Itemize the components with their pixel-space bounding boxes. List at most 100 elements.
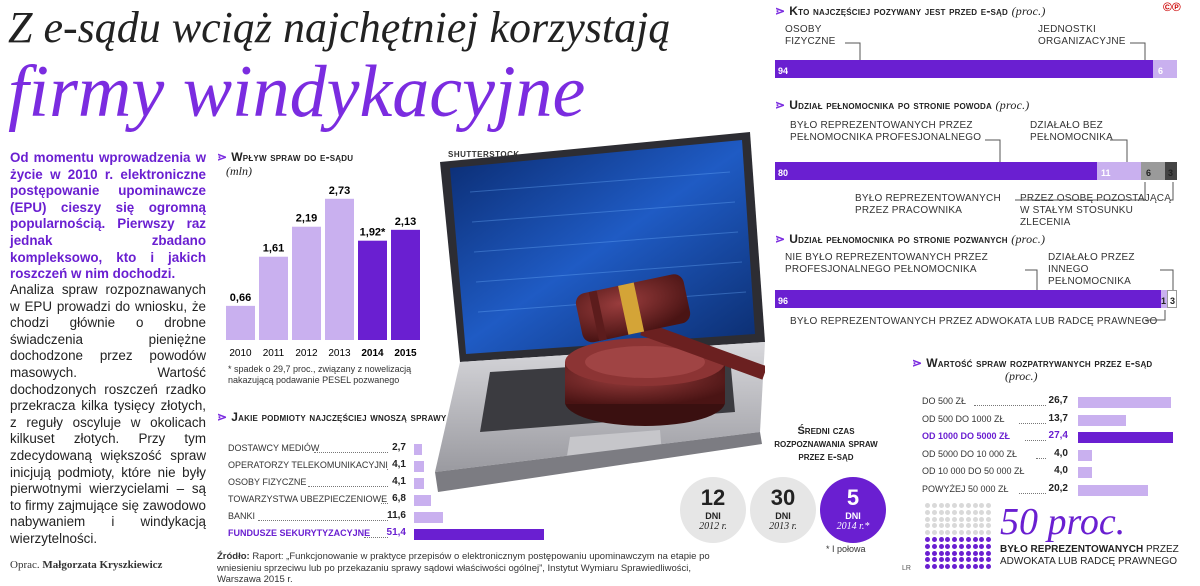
waffle-dot: [945, 550, 951, 556]
leader-dots: [258, 520, 388, 521]
waffle-dot: [952, 509, 958, 515]
leader-dots: [381, 503, 388, 504]
waffle-dot: [965, 543, 971, 549]
waffle-dot: [938, 537, 944, 542]
value-nie-reprezentowani: 96: [778, 296, 789, 306]
leader-dots: [1024, 440, 1046, 441]
bar-2010: [226, 305, 255, 340]
waffle-dot: [945, 557, 951, 563]
waffle-dot: [931, 557, 937, 563]
waffle-dot: [986, 523, 992, 529]
bar-osoby-fizyczne: [775, 60, 1153, 78]
waffle-dot: [986, 557, 992, 563]
duration-footnote: * I połowa: [826, 544, 866, 554]
value-range-value: 4,0: [1054, 447, 1068, 459]
arrow-icon: ⋗: [912, 356, 923, 370]
waffle-dot: [972, 530, 978, 536]
leader-dots: [364, 537, 388, 538]
waffle-dot: [925, 557, 930, 563]
waffle-dot: [959, 503, 964, 508]
duration-unit: DNI: [845, 511, 861, 521]
label-nie-reprezentowani: NIE BYŁO REPREZENTOWANYCH PRZEZ PROFESJO…: [785, 252, 988, 275]
value-label-2015: 2,13: [395, 216, 416, 228]
waffle-dot: [965, 557, 971, 563]
label-pelnomocnik-prof: BYŁO REPREZENTOWANYCH PRZEZ PEŁNOMOCNIKA…: [790, 120, 982, 143]
waffle-dot: [979, 523, 985, 529]
waffle-dot: [959, 550, 964, 556]
waffle-dot: [972, 516, 978, 522]
label-zlecenie: PRZEZ OSOBĘ POZOSTAJĄCĄ W STAŁYM STOSUNK…: [1020, 193, 1172, 228]
waffle-dot: [931, 530, 937, 536]
value-inny-pelnomocnik: 3: [1170, 296, 1176, 306]
bar-2015: [391, 229, 420, 340]
waffle-dot: [938, 564, 944, 570]
value-range-bar: [1078, 449, 1092, 461]
waffle-dot: [972, 503, 978, 508]
waffle-dot: [938, 550, 944, 556]
value-range-bar: [1078, 467, 1092, 478]
value-range-value: 26,7: [1048, 395, 1068, 406]
waffle-dot: [965, 564, 971, 570]
bar-bez-pelnomocnika: [1097, 162, 1141, 180]
leader-lines: [985, 139, 1174, 201]
waffle-dot: [938, 503, 944, 508]
waffle-dot: [952, 543, 958, 549]
waffle-dot: [931, 516, 937, 522]
waffle-dot: [972, 564, 978, 570]
source-note: Źródło: Raport: „Funkcjonowanie w prakty…: [217, 551, 710, 585]
entity-bar: [414, 444, 422, 455]
waffle-dot: [931, 523, 937, 529]
value-range-bar: [1078, 414, 1126, 426]
duration-value: 12: [700, 485, 726, 510]
chart-inflow-title: ⋗ Wpływ spraw do e-sądu: [217, 150, 354, 164]
leader-dots: [308, 486, 388, 487]
waffle-dot: [945, 530, 951, 536]
waffle-dot: [965, 537, 971, 542]
leader-dots: [974, 405, 1046, 406]
value-label-2014: 1,92*: [360, 227, 386, 239]
entity-value: 4,1: [392, 476, 406, 487]
value-range-value: 4,0: [1054, 465, 1068, 476]
waffle-dot: [979, 543, 985, 549]
waffle-dot: [979, 503, 985, 508]
waffle-dot: [979, 537, 985, 542]
bar-zlecenie: [1165, 162, 1177, 180]
waffle-dot: [986, 550, 992, 556]
value-pelnomocnik-prof: 80: [778, 168, 789, 178]
waffle-dot: [931, 537, 937, 542]
waffle-dot: [945, 543, 951, 549]
duration-year: 2013 r.: [769, 521, 797, 532]
waffle-chart: [925, 503, 993, 571]
author-prefix: Oprac.: [10, 559, 40, 571]
value-range-label: Powyżej 50 000 zł: [922, 483, 1009, 494]
label-osoby-fizyczne: OSOBY FIZYCZNE: [785, 24, 836, 47]
bar-2011: [259, 256, 288, 340]
waffle-dot: [931, 564, 937, 570]
waffle-dot: [931, 550, 937, 556]
entity-value: 2,7: [392, 442, 406, 453]
waffle-dot: [945, 564, 951, 570]
bar-2013: [325, 198, 354, 340]
entity-label: Banki: [228, 511, 256, 521]
waffle-dot: [959, 557, 964, 563]
waffle-dot: [925, 537, 930, 542]
bar-2012: [292, 226, 321, 340]
waffle-dot: [979, 564, 985, 570]
waffle-dot: [938, 523, 944, 529]
leader-lines: [1025, 269, 1174, 321]
waffle-dot: [925, 564, 930, 570]
entity-bar: [414, 529, 544, 540]
waffle-dot: [972, 537, 978, 542]
value-range-value: 27,4: [1048, 430, 1068, 441]
chart-value-title: ⋗ Wartość spraw rozpatrywanych przez e-są…: [912, 356, 1153, 370]
chart-inflow: 0,66 2010 1,61 2011 2,19 2012 2,73 2013 1,92* 201…: [226, 185, 420, 359]
bar-adwokat: [1161, 290, 1167, 308]
fifty-percent-text: BYŁO REPREZENTOWANYCH PRZEZ ADWOKATA LUB…: [1000, 544, 1179, 567]
waffle-dot: [925, 543, 930, 549]
waffle-dot: [965, 503, 971, 508]
waffle-dot: [965, 516, 971, 522]
waffle-dot: [986, 537, 992, 542]
entity-bar: [414, 495, 432, 506]
waffle-dot: [986, 509, 992, 515]
bar-jednostki: [1153, 60, 1177, 78]
